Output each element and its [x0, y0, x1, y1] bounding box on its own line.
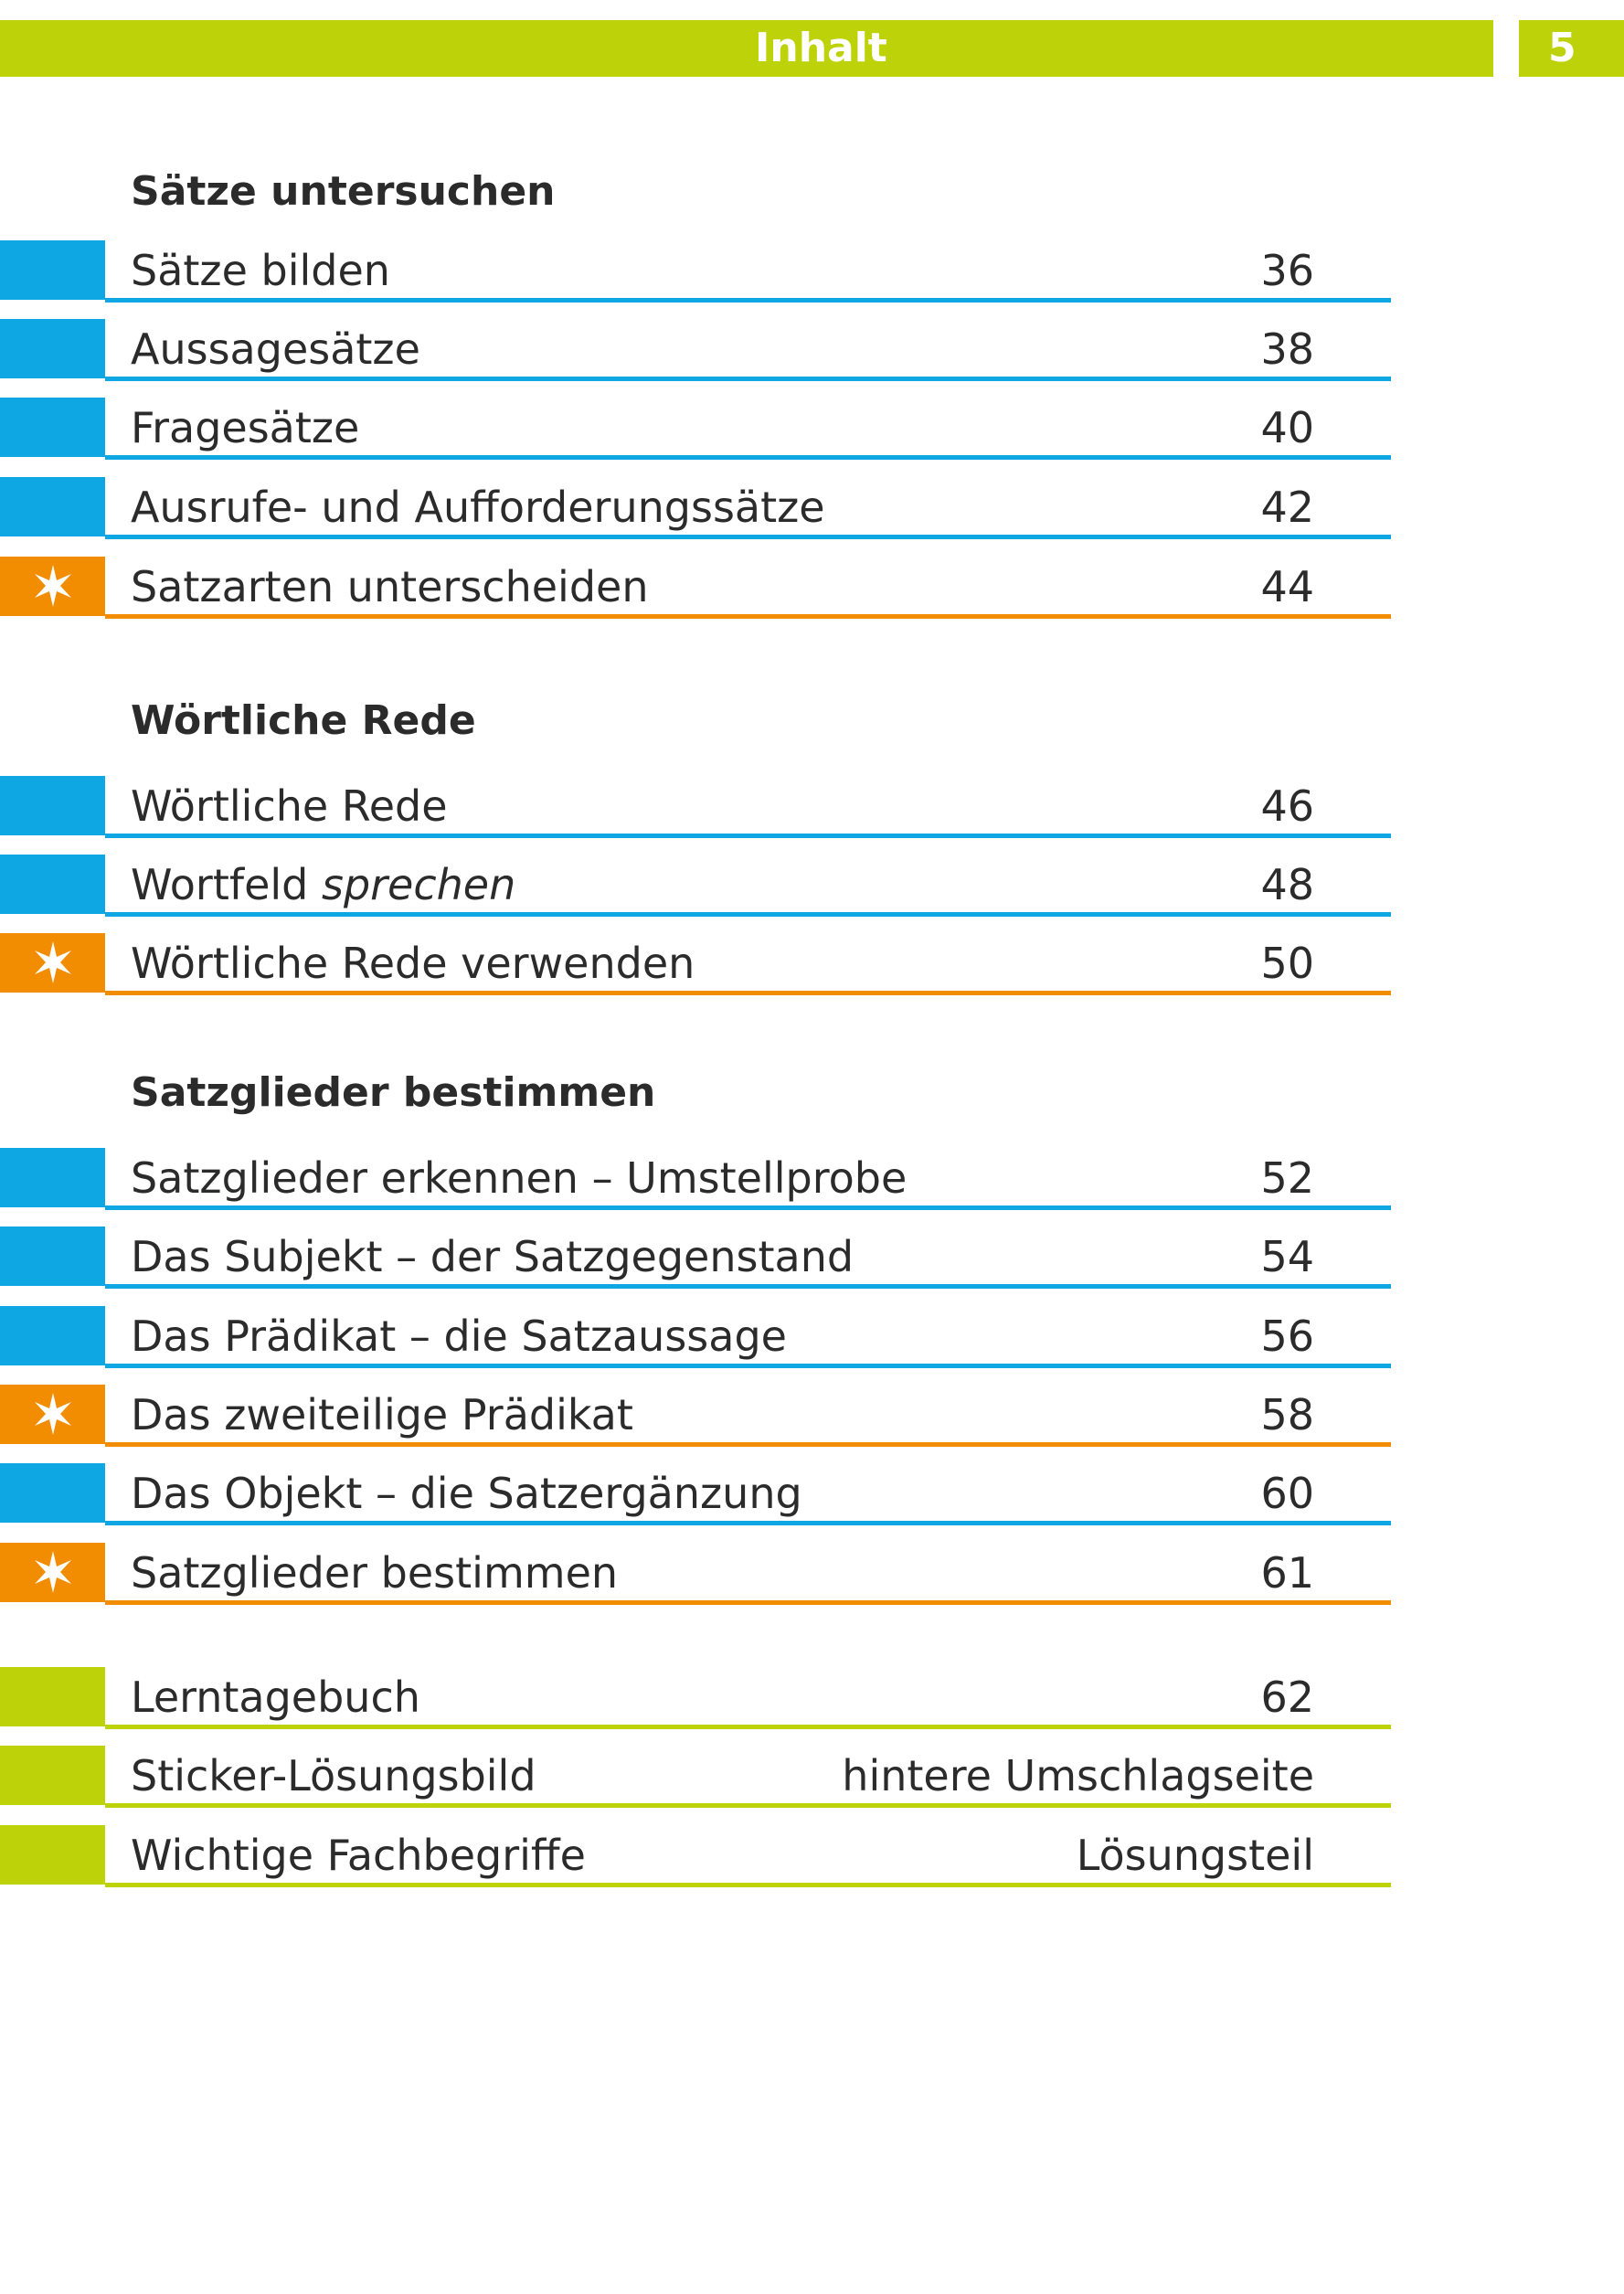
toc-row[interactable]: Lerntagebuch 62 [0, 1667, 1391, 1729]
toc-entry-page: 48 [1260, 860, 1314, 909]
section-title-satzglieder-bestimmen: Satzglieder bestimmen [131, 1069, 656, 1116]
row-marker [0, 855, 105, 914]
toc-entry-label[interactable]: Das Prädikat – die Satzaussage [131, 1312, 787, 1361]
toc-row[interactable]: Satzglieder erkennen – Umstellprobe 52 [0, 1148, 1391, 1210]
toc-entry-label[interactable]: Sticker-Lösungsbild [131, 1751, 536, 1800]
header-title-wrap: Inhalt [0, 20, 1624, 77]
toc-row[interactable]: Wörtliche Rede verwenden 50 [0, 933, 1391, 995]
toc-entry-label[interactable]: Wörtliche Rede verwenden [131, 939, 695, 988]
toc-entry-label[interactable]: Wortfeld sprechen [131, 855, 515, 912]
toc-entry-page: 46 [1260, 781, 1314, 831]
toc-entry-label[interactable]: Satzglieder bestimmen [131, 1548, 619, 1598]
row-underline [105, 455, 1391, 460]
row-underline [105, 1803, 1391, 1808]
toc-entry-page: 60 [1260, 1469, 1314, 1518]
row-marker [0, 933, 105, 993]
header-bar [0, 20, 1493, 77]
toc-entry-label[interactable]: Sätze bilden [131, 246, 390, 295]
toc-row[interactable]: Fragesätze 40 [0, 398, 1391, 460]
row-underline [105, 991, 1391, 995]
toc-entry-page: 62 [1260, 1673, 1314, 1722]
row-underline [105, 834, 1391, 838]
toc-entry-page: 50 [1260, 939, 1314, 988]
section-title-saetze-untersuchen: Sätze untersuchen [131, 168, 556, 215]
toc-entry-label[interactable]: Ausrufe- und Aufforderungssätze [131, 483, 825, 532]
row-marker [0, 1667, 105, 1726]
row-underline [105, 1883, 1391, 1887]
row-underline [105, 298, 1391, 303]
toc-entry-page: 56 [1260, 1312, 1314, 1361]
toc-row[interactable]: Wortfeld sprechen 48 [0, 855, 1391, 917]
star-icon [35, 941, 71, 983]
row-marker [0, 398, 105, 457]
toc-entry-label[interactable]: Wörtliche Rede [131, 781, 448, 831]
toc-entry-page: 36 [1260, 246, 1314, 295]
row-marker [0, 1227, 105, 1286]
toc-entry-page: hintere Umschlagseite [842, 1751, 1314, 1800]
toc-entry-label[interactable]: Das Objekt – die Satzergänzung [131, 1469, 802, 1518]
row-marker [0, 1825, 105, 1885]
toc-entry-page: Lösungsteil [1076, 1831, 1314, 1880]
toc-entry-page: 52 [1260, 1153, 1314, 1203]
toc-row[interactable]: Sätze bilden 36 [0, 240, 1391, 303]
row-underline [105, 377, 1391, 381]
toc-row[interactable]: Wichtige Fachbegriffe Lösungsteil [0, 1825, 1391, 1887]
toc-row[interactable]: Das Subjekt – der Satzgegenstand 54 [0, 1227, 1391, 1289]
toc-entry-label[interactable]: Lerntagebuch [131, 1673, 420, 1722]
row-marker [0, 776, 105, 835]
row-underline [105, 1442, 1391, 1447]
toc-entry-label[interactable]: Aussagesätze [131, 324, 420, 374]
toc-entry-page: 40 [1260, 403, 1314, 452]
row-marker [0, 477, 105, 536]
star-icon [35, 1393, 71, 1435]
row-marker [0, 319, 105, 378]
toc-entry-page: 42 [1260, 483, 1314, 532]
toc-entry-page: 54 [1260, 1232, 1314, 1281]
toc-entry-page: 38 [1260, 324, 1314, 374]
toc-row[interactable]: Wörtliche Rede 46 [0, 776, 1391, 838]
toc-entry-label[interactable]: Fragesätze [131, 403, 360, 452]
star-icon [35, 565, 71, 607]
star-icon [35, 1551, 71, 1593]
row-marker [0, 1148, 105, 1207]
toc-row[interactable]: Aussagesätze 38 [0, 319, 1391, 381]
row-marker [0, 1463, 105, 1523]
toc-row[interactable]: Sticker-Lösungsbild hintere Umschlagseit… [0, 1746, 1391, 1808]
toc-row[interactable]: Das zweiteilige Prädikat 58 [0, 1385, 1391, 1447]
row-underline [105, 535, 1391, 539]
row-underline [105, 1205, 1391, 1210]
toc-entry-page: 58 [1260, 1390, 1314, 1439]
row-marker [0, 1543, 105, 1602]
row-underline [105, 1725, 1391, 1729]
row-marker [0, 1306, 105, 1365]
row-underline [105, 1364, 1391, 1368]
toc-entry-page: 44 [1260, 562, 1314, 611]
row-underline [105, 1600, 1391, 1605]
toc-entry-label[interactable]: Satzarten unterscheiden [131, 562, 649, 611]
label-italic: sprechen [321, 860, 516, 909]
toc-entry-label[interactable]: Das zweiteilige Prädikat [131, 1390, 633, 1439]
row-marker [0, 557, 105, 616]
page-number: 5 [1519, 20, 1624, 77]
row-marker [0, 240, 105, 300]
row-underline [105, 614, 1391, 619]
toc-entry-page: 61 [1260, 1548, 1314, 1598]
label-prefix: Wortfeld [131, 860, 322, 909]
row-underline [105, 1284, 1391, 1289]
toc-entry-label[interactable]: Das Subjekt – der Satzgegenstand [131, 1232, 854, 1281]
toc-row[interactable]: Satzglieder bestimmen 61 [0, 1543, 1391, 1605]
toc-row[interactable]: Ausrufe- und Aufforderungssätze 42 [0, 477, 1391, 539]
toc-entry-label[interactable]: Satzglieder erkennen – Umstellprobe [131, 1153, 908, 1203]
toc-row[interactable]: Das Objekt – die Satzergänzung 60 [0, 1463, 1391, 1525]
section-title-woertliche-rede: Wörtliche Rede [131, 697, 476, 744]
row-underline [105, 912, 1391, 917]
toc-row[interactable]: Satzarten unterscheiden 44 [0, 557, 1391, 619]
page-title: Inhalt [755, 25, 887, 71]
toc-row[interactable]: Das Prädikat – die Satzaussage 56 [0, 1306, 1391, 1368]
row-underline [105, 1521, 1391, 1525]
toc-entry-label[interactable]: Wichtige Fachbegriffe [131, 1831, 586, 1880]
row-marker [0, 1385, 105, 1444]
row-marker [0, 1746, 105, 1805]
